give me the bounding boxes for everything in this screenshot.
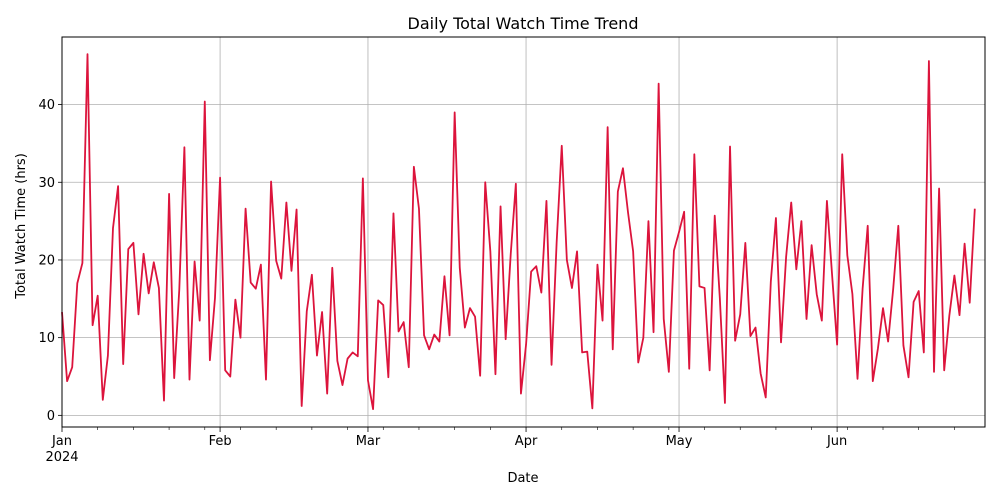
y-tick-label: 0 xyxy=(47,409,55,424)
x-tick-sublabel: 2024 xyxy=(45,450,78,465)
x-tick-label: May xyxy=(666,434,693,449)
series-layer xyxy=(61,53,976,411)
series-line xyxy=(61,53,976,411)
x-tick-label: Mar xyxy=(356,434,381,449)
x-tick-label: Jun xyxy=(826,434,847,449)
x-axis-title: Date xyxy=(507,471,538,486)
y-tick-label: 40 xyxy=(38,98,55,113)
x-tick-label: Jan xyxy=(51,434,72,449)
x-tick-label: Feb xyxy=(209,434,232,449)
y-tick-label: 20 xyxy=(38,253,55,268)
y-tick-label: 10 xyxy=(38,331,55,346)
x-tick-label: Apr xyxy=(515,434,538,449)
y-axis-title: Total Watch Time (hrs) xyxy=(14,153,29,300)
y-tick-label: 30 xyxy=(38,176,55,191)
plot-frame xyxy=(61,36,986,428)
chart-title: Daily Total Watch Time Trend xyxy=(408,14,639,33)
y-axis: 0 10 20 30 40 xyxy=(38,98,62,424)
